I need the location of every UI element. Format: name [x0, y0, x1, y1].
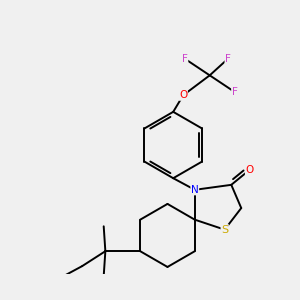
Text: F: F — [232, 87, 238, 97]
Text: F: F — [182, 54, 188, 64]
Text: N: N — [191, 185, 199, 195]
Text: O: O — [179, 90, 187, 100]
Text: S: S — [221, 225, 228, 235]
Text: F: F — [225, 54, 231, 64]
Text: O: O — [245, 165, 254, 175]
